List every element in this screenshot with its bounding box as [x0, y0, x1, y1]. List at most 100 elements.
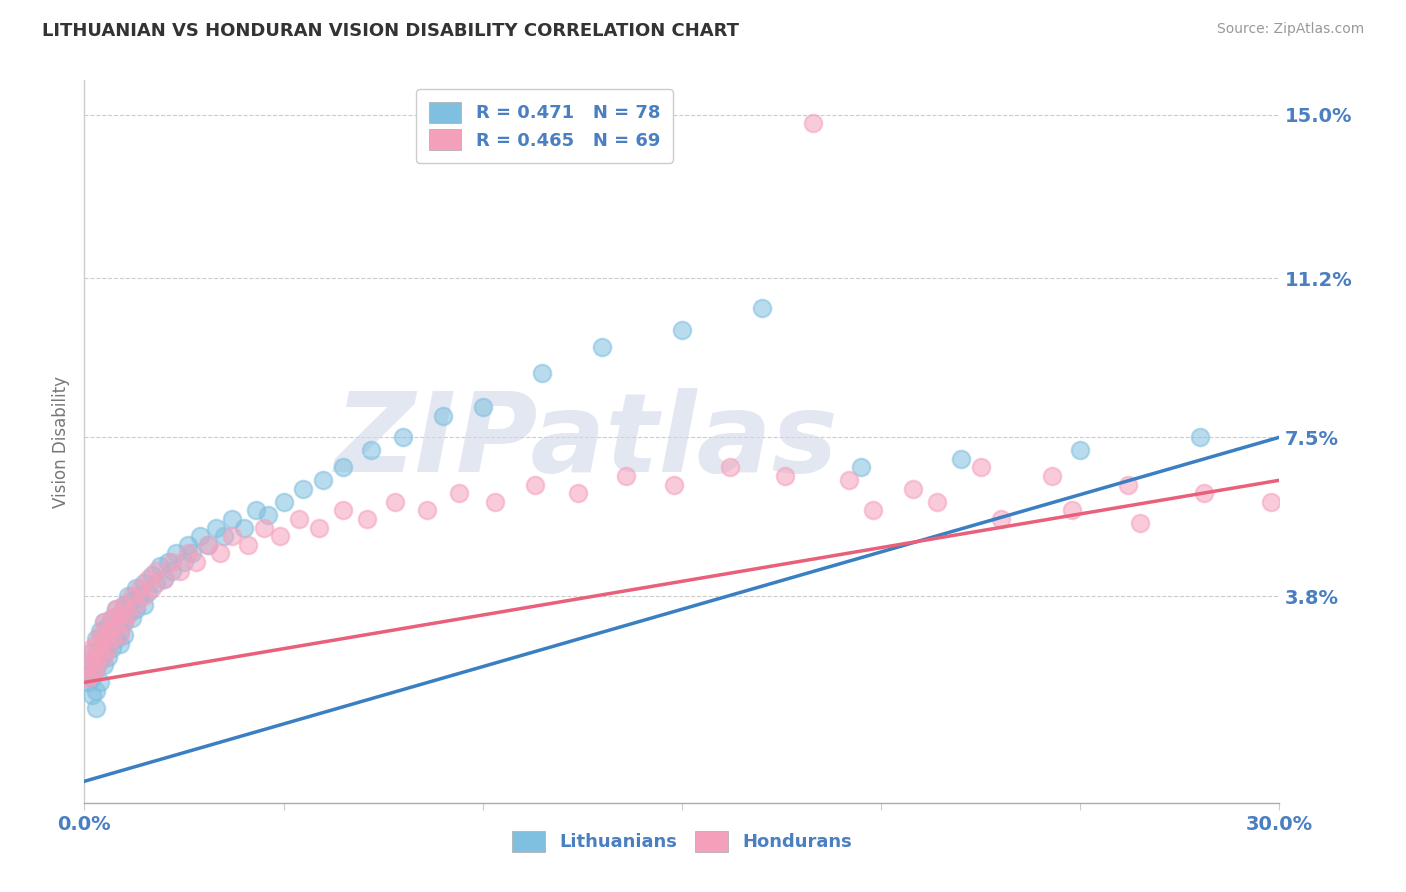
Point	[1129, 516, 1152, 531]
Point	[197, 538, 219, 552]
Point	[153, 572, 176, 586]
Point	[125, 602, 148, 616]
Point	[169, 564, 191, 578]
Point	[132, 576, 156, 591]
Point	[112, 598, 135, 612]
Point	[775, 469, 797, 483]
Point	[208, 546, 231, 560]
Point	[121, 593, 143, 607]
Point	[181, 546, 204, 560]
Point	[1192, 486, 1215, 500]
Point	[332, 503, 354, 517]
Point	[112, 615, 135, 630]
Point	[177, 546, 200, 560]
Point	[112, 598, 135, 612]
Point	[901, 482, 924, 496]
Point	[93, 632, 115, 647]
Point	[288, 512, 311, 526]
Point	[97, 637, 120, 651]
Point	[97, 619, 120, 633]
Point	[1260, 495, 1282, 509]
Y-axis label: Vision Disability: Vision Disability	[52, 376, 70, 508]
Point	[82, 658, 104, 673]
Point	[82, 645, 104, 659]
Point	[105, 602, 128, 616]
Point	[125, 598, 148, 612]
Point	[89, 675, 111, 690]
Point	[129, 590, 152, 604]
Point	[292, 482, 315, 496]
Point	[129, 581, 152, 595]
Point	[110, 624, 132, 638]
Point	[188, 529, 211, 543]
Point	[205, 520, 228, 534]
Point	[93, 649, 115, 664]
Legend: Lithuanians, Hondurans: Lithuanians, Hondurans	[505, 823, 859, 859]
Point	[101, 640, 124, 655]
Point	[851, 460, 873, 475]
Point	[141, 567, 163, 582]
Point	[105, 602, 128, 616]
Point	[112, 628, 135, 642]
Point	[173, 555, 195, 569]
Point	[273, 495, 295, 509]
Point	[121, 590, 143, 604]
Point	[838, 473, 860, 487]
Point	[86, 663, 108, 677]
Point	[184, 555, 207, 569]
Point	[1116, 477, 1139, 491]
Point	[145, 576, 167, 591]
Point	[86, 649, 108, 664]
Point	[77, 675, 100, 690]
Point	[862, 503, 884, 517]
Point	[160, 555, 183, 569]
Point	[1062, 503, 1084, 517]
Point	[165, 546, 187, 560]
Point	[125, 581, 148, 595]
Point	[77, 671, 100, 685]
Point	[89, 645, 111, 659]
Point	[82, 688, 104, 702]
Point	[803, 116, 825, 130]
Point	[86, 654, 108, 668]
Point	[332, 460, 354, 475]
Text: LITHUANIAN VS HONDURAN VISION DISABILITY CORRELATION CHART: LITHUANIAN VS HONDURAN VISION DISABILITY…	[42, 22, 740, 40]
Point	[212, 529, 235, 543]
Point	[77, 666, 100, 681]
Point	[567, 486, 589, 500]
Point	[447, 486, 470, 500]
Point	[153, 572, 176, 586]
Point	[269, 529, 291, 543]
Point	[136, 572, 159, 586]
Point	[308, 520, 330, 534]
Point	[149, 559, 172, 574]
Point	[432, 409, 454, 423]
Point	[117, 607, 139, 621]
Point	[121, 611, 143, 625]
Point	[82, 640, 104, 655]
Point	[253, 520, 276, 534]
Point	[990, 512, 1012, 526]
Point	[101, 632, 124, 647]
Point	[110, 607, 132, 621]
Point	[105, 615, 128, 630]
Point	[1069, 443, 1091, 458]
Point	[89, 654, 111, 668]
Point	[110, 637, 132, 651]
Point	[93, 658, 115, 673]
Point	[531, 366, 554, 380]
Point	[970, 460, 993, 475]
Point	[221, 529, 243, 543]
Point	[1042, 469, 1064, 483]
Text: Source: ZipAtlas.com: Source: ZipAtlas.com	[1216, 22, 1364, 37]
Point	[112, 615, 135, 630]
Point	[86, 684, 108, 698]
Point	[614, 469, 637, 483]
Point	[89, 624, 111, 638]
Point	[141, 581, 163, 595]
Point	[93, 632, 115, 647]
Point	[77, 658, 100, 673]
Point	[471, 400, 494, 414]
Point	[384, 495, 406, 509]
Point	[416, 503, 439, 517]
